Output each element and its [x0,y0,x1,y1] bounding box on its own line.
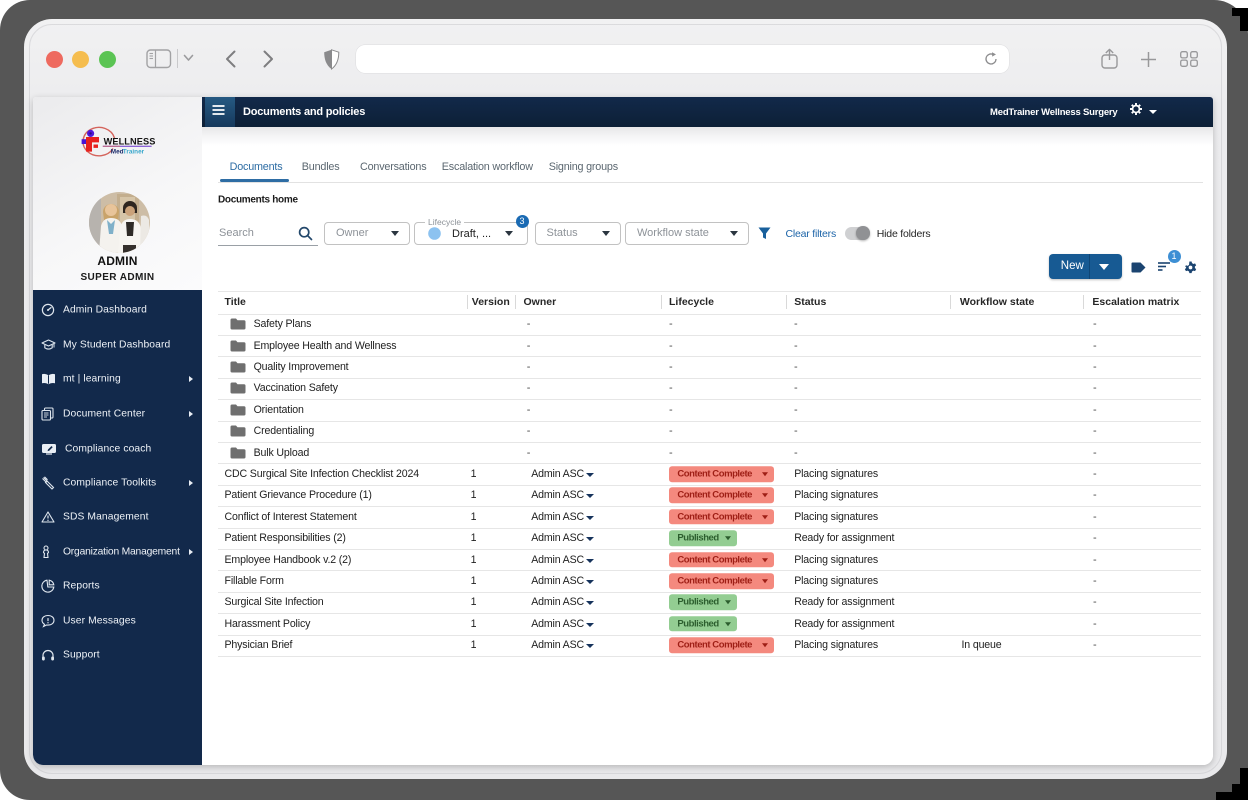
svg-text:Trainer: Trainer [123,149,145,156]
svg-text:Med: Med [111,149,124,156]
svg-text:WELLNESS: WELLNESS [104,136,156,146]
